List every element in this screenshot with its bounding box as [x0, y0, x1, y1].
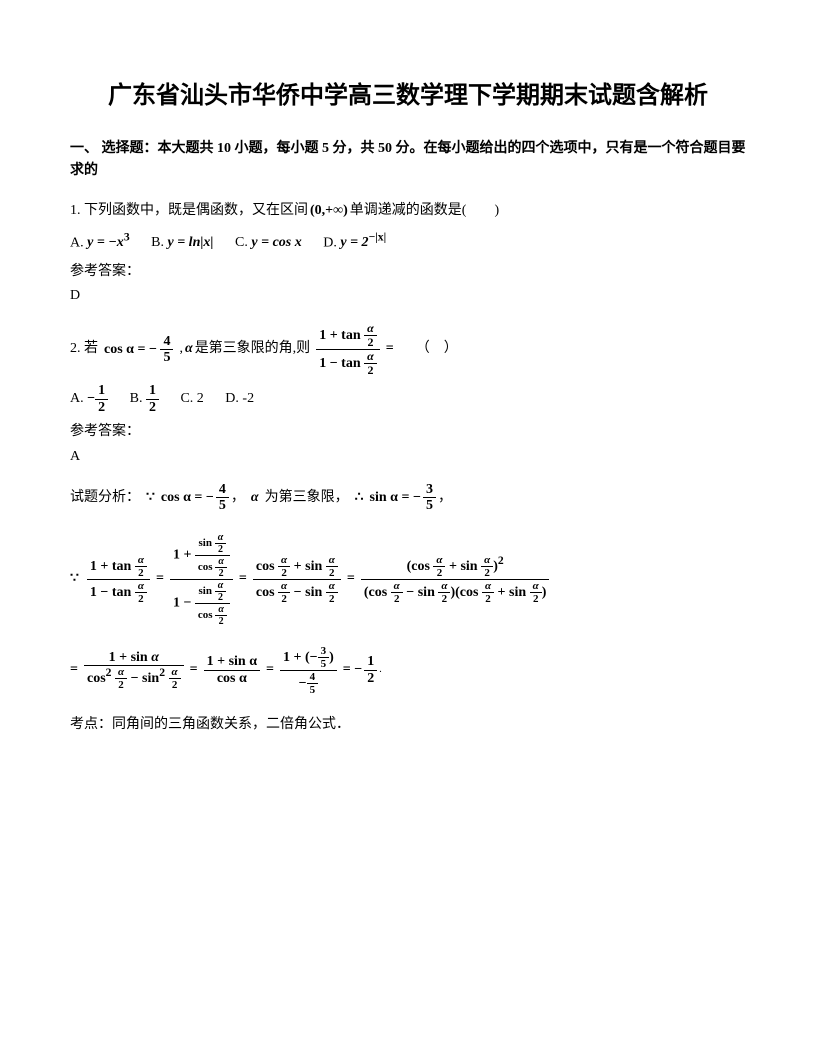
optA-expr: y = −x: [87, 235, 124, 250]
q1-optA: A. y = −x3: [70, 229, 130, 255]
q2-tail: （ ）: [416, 338, 458, 360]
bf-bot-pre: 1 − tan: [319, 356, 360, 371]
q1-optB: B. y = ln|x|: [151, 232, 213, 254]
analysis-label: 试题分析：: [70, 487, 140, 509]
deriv-frac-2: 1 + sin α2 cos α2 1 − sin α2 cos α2: [170, 532, 233, 627]
q2-eq: =: [386, 338, 394, 360]
q2-optB-label: B.: [130, 391, 143, 406]
q2-optA-label: A.: [70, 391, 84, 406]
final-result: 1 2: [364, 654, 377, 686]
optD-label: D.: [323, 235, 337, 250]
q2-comma1: ,: [179, 338, 183, 360]
q2-analysis-1: 试题分析： ∵ cos α = − 45 ， α 为第三象限， ∴ sin α …: [70, 482, 746, 514]
optB-label: B.: [151, 235, 164, 250]
q1-pre: 1. 下列函数中，既是偶函数，又在区间: [70, 200, 308, 222]
q2-final: = 1 + sin α cos2 α2 − sin2 α2 = 1 + sin …: [70, 645, 746, 696]
q2-answer-label: 参考答案：: [70, 421, 746, 443]
period-dot: .: [379, 662, 382, 678]
q2-optA: A. −12: [70, 383, 108, 415]
q1-interval: (0,+∞): [310, 200, 348, 222]
q2-options: A. −12 B. 12 C. 2 D. -2: [70, 383, 746, 415]
comma-b: ，: [438, 487, 452, 509]
deriv-frac-3: cos α2 + sin α2 cos α2 − sin α2: [253, 554, 341, 605]
alpha-2: α: [251, 487, 259, 509]
because-2: ∵: [70, 568, 79, 590]
deriv-frac-1: 1 + tan α2 1 − tan α2: [87, 554, 150, 605]
frac-4-5: 4 5: [160, 334, 173, 366]
sin-eq: sin α = −: [370, 487, 421, 509]
comma-a: ，: [231, 487, 245, 509]
q1-stem: 1. 下列函数中，既是偶函数，又在区间 (0,+∞) 单调递减的函数是( ): [70, 200, 746, 222]
q1-answer: D: [70, 285, 746, 307]
therefore-1: ∴: [355, 487, 364, 509]
optD-expr-a: y = 2: [340, 235, 368, 250]
optC-label: C.: [235, 235, 248, 250]
third-quadrant: 为第三象限，: [265, 487, 349, 509]
final-frac-1: 1 + sin α cos2 α2 − sin2 α2: [84, 650, 184, 692]
optD-expr-b: −|x|: [369, 231, 387, 244]
optA-sup: 3: [124, 231, 130, 244]
q1-optD: D. y = 2−|x|: [323, 229, 386, 255]
q2-kaodian: 考点：同角间的三角函数关系，二倍角公式．: [70, 714, 746, 736]
q2-optD: D. -2: [225, 388, 254, 410]
q2-big-frac: 1 + tan α 2 1 − tan α 2: [316, 322, 380, 378]
q2-answer: A: [70, 446, 746, 468]
final-frac-3: 1 + (−35) −45: [280, 645, 337, 696]
q2-mid2: 是第三象限的角,则: [195, 338, 311, 360]
page-title: 广东省汕头市华侨中学高三数学理下学期期末试题含解析: [70, 80, 746, 114]
q1-options: A. y = −x3 B. y = ln|x| C. y = cos x D. …: [70, 229, 746, 255]
optB-expr: y = ln|x|: [167, 235, 213, 250]
final-eq1: =: [70, 659, 78, 681]
q2-alpha: α: [185, 338, 193, 360]
q1-answer-label: 参考答案：: [70, 261, 746, 283]
optC-expr: y = cos x: [251, 235, 301, 250]
deriv-frac-4: (cos α2 + sin α2)2 (cos α2 − sin α2)(cos…: [361, 554, 550, 605]
q1-post: 单调递减的函数是( ): [350, 200, 499, 222]
q2-stem: 2. 若 cos α = − 4 5 , α 是第三象限的角,则 1 + tan…: [70, 322, 746, 378]
q2-optC: C. 2: [180, 388, 203, 410]
q1-optC: C. y = cos x: [235, 232, 302, 254]
optA-label: A.: [70, 235, 84, 250]
final-frac-2: 1 + sin α cos α: [204, 654, 260, 686]
q2-cos: cos α = −: [104, 342, 157, 357]
q2-derivation: ∵ 1 + tan α2 1 − tan α2 = 1 + sin α2 cos…: [70, 532, 746, 627]
q2-optB: B. 12: [130, 383, 159, 415]
cos-repeat: cos α = −: [161, 487, 214, 509]
because-1: ∵: [146, 487, 155, 509]
section-instructions: 一、 选择题：本大题共 10 小题，每小题 5 分，共 50 分。在每小题给出的…: [70, 138, 746, 183]
bf-top-pre: 1 + tan: [319, 328, 360, 343]
q2-pre: 2. 若: [70, 338, 98, 360]
